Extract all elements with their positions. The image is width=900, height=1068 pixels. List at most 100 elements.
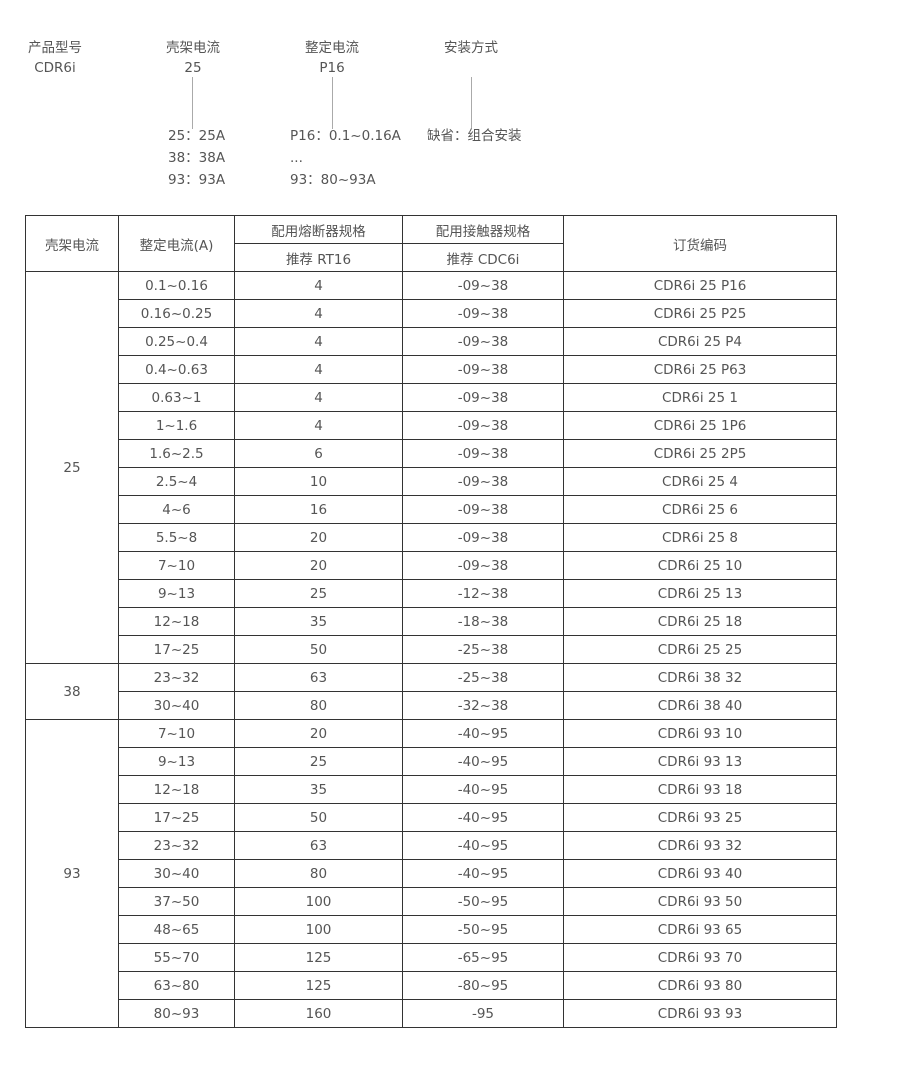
fuse-rating-cell: 20 (234, 719, 403, 748)
order-code-cell: CDR6i 93 65 (563, 915, 837, 944)
table-row: 9~13 25 -12~38 CDR6i 25 13 (26, 579, 837, 608)
setting-range-cell: 7~10 (118, 719, 235, 748)
order-code-cell: CDR6i 25 1P6 (563, 411, 837, 440)
order-code-cell: CDR6i 93 32 (563, 831, 837, 860)
fuse-rating-cell: 4 (234, 383, 403, 412)
setting-range-cell: 1~1.6 (118, 411, 235, 440)
contactor-range-cell: -32~38 (402, 691, 564, 720)
contactor-range-cell: -09~38 (402, 355, 564, 384)
table-row: 1~1.6 4 -09~38 CDR6i 25 1P6 (26, 411, 837, 440)
setting-range-cell: 12~18 (118, 775, 235, 804)
fuse-rating-cell: 80 (234, 691, 403, 720)
legend-label-setting: 整定电流 (305, 40, 359, 56)
setting-range-cell: 23~32 (118, 663, 235, 692)
fuse-rating-cell: 25 (234, 579, 403, 608)
legend-value-setting: P16 (319, 60, 345, 76)
table-row: 0.63~1 4 -09~38 CDR6i 25 1 (26, 383, 837, 412)
contactor-range-cell: -09~38 (402, 411, 564, 440)
table-row: 12~18 35 -18~38 CDR6i 25 18 (26, 607, 837, 636)
contactor-range-cell: -80~95 (402, 971, 564, 1000)
legend-label-frame: 壳架电流 (166, 40, 220, 56)
frame-current-cell: 25 (25, 271, 119, 664)
fuse-rating-cell: 50 (234, 635, 403, 664)
table-row: 1.6~2.5 6 -09~38 CDR6i 25 2P5 (26, 439, 837, 468)
table-row: 0.25~0.4 4 -09~38 CDR6i 25 P4 (26, 327, 837, 356)
table-row: 93 7~10 20 -40~95 CDR6i 93 10 (25, 719, 837, 1028)
contactor-range-cell: -40~95 (402, 719, 564, 748)
setting-range-cell: 9~13 (118, 747, 235, 776)
table-row: 38 23~32 63 -25~38 CDR6i 38 32 (25, 663, 837, 720)
setting-range-cell: 7~10 (118, 551, 235, 580)
table-row: 7~10 20 -09~38 CDR6i 25 10 (26, 551, 837, 580)
table-row: 0.4~0.63 4 -09~38 CDR6i 25 P63 (26, 355, 837, 384)
setting-range-cell: 5.5~8 (118, 523, 235, 552)
contactor-range-cell: -12~38 (402, 579, 564, 608)
order-code-cell: CDR6i 25 P16 (563, 271, 837, 300)
order-code-cell: CDR6i 25 25 (563, 635, 837, 664)
fuse-rating-cell: 25 (234, 747, 403, 776)
setting-range-cell: 9~13 (118, 579, 235, 608)
fuse-rating-cell: 50 (234, 803, 403, 832)
contactor-range-cell: -09~38 (402, 383, 564, 412)
order-code-cell: CDR6i 25 6 (563, 495, 837, 524)
order-code-cell: CDR6i 25 P25 (563, 299, 837, 328)
setting-range-cell: 1.6~2.5 (118, 439, 235, 468)
setting-range-cell: 17~25 (118, 635, 235, 664)
fuse-rating-cell: 80 (234, 859, 403, 888)
setting-range-cell: 0.63~1 (118, 383, 235, 412)
contactor-range-cell: -50~95 (402, 915, 564, 944)
table-row: 30~40 80 -32~38 CDR6i 38 40 (26, 691, 837, 720)
order-code-cell: CDR6i 25 P63 (563, 355, 837, 384)
install-option: 缺省：组合安装 (427, 128, 522, 144)
order-code-cell: CDR6i 25 1 (563, 383, 837, 412)
frame-current-cell: 93 (25, 719, 119, 1028)
order-code-cell: CDR6i 93 93 (563, 999, 837, 1028)
order-code-cell: CDR6i 25 10 (563, 551, 837, 580)
header-contactor: 配用接触器规格 (402, 215, 564, 244)
header-fuse-sub: 推荐 RT16 (234, 243, 403, 272)
fuse-rating-cell: 35 (234, 775, 403, 804)
order-code-cell: CDR6i 25 13 (563, 579, 837, 608)
frame-current-cell: 38 (25, 663, 119, 720)
frame-option: 25：25A (168, 128, 226, 144)
selection-table: 壳架电流 整定电流(A) 配用熔断器规格 配用接触器规格 订货编码 推荐 RT1… (25, 215, 837, 1028)
header-setting: 整定电流(A) (118, 215, 235, 272)
order-code-cell: CDR6i 25 4 (563, 467, 837, 496)
order-code-cell: CDR6i 25 2P5 (563, 439, 837, 468)
fuse-rating-cell: 125 (234, 943, 403, 972)
legend-value-model: CDR6i (34, 60, 76, 76)
order-code-cell: CDR6i 25 8 (563, 523, 837, 552)
connector-line (332, 77, 333, 129)
setting-range-cell: 0.16~0.25 (118, 299, 235, 328)
header-fuse: 配用熔断器规格 (234, 215, 403, 244)
order-code-cell: CDR6i 93 40 (563, 859, 837, 888)
table-row: 17~25 50 -25~38 CDR6i 25 25 (26, 635, 837, 664)
contactor-range-cell: -95 (402, 999, 564, 1028)
fuse-rating-cell: 20 (234, 523, 403, 552)
contactor-range-cell: -40~95 (402, 831, 564, 860)
setting-option: 93：80~93A (290, 172, 376, 188)
contactor-range-cell: -09~38 (402, 551, 564, 580)
contactor-range-cell: -40~95 (402, 775, 564, 804)
legend-value-frame: 25 (184, 60, 202, 76)
order-code-cell: CDR6i 93 10 (563, 719, 837, 748)
setting-range-cell: 17~25 (118, 803, 235, 832)
setting-range-cell: 4~6 (118, 495, 235, 524)
contactor-range-cell: -25~38 (402, 663, 564, 692)
table-row: 63~80 125 -80~95 CDR6i 93 80 (26, 971, 837, 1000)
order-code-cell: CDR6i 93 80 (563, 971, 837, 1000)
table-row: 12~18 35 -40~95 CDR6i 93 18 (26, 775, 837, 804)
order-code-cell: CDR6i 93 50 (563, 887, 837, 916)
setting-range-cell: 0.4~0.63 (118, 355, 235, 384)
table-row: 2.5~4 10 -09~38 CDR6i 25 4 (26, 467, 837, 496)
header-code: 订货编码 (563, 215, 837, 272)
setting-range-cell: 0.1~0.16 (118, 271, 235, 300)
fuse-rating-cell: 4 (234, 271, 403, 300)
legend-label-install: 安装方式 (444, 40, 498, 56)
header-frame: 壳架电流 (25, 215, 119, 272)
frame-option: 93：93A (168, 172, 226, 188)
contactor-range-cell: -18~38 (402, 607, 564, 636)
table-row: 30~40 80 -40~95 CDR6i 93 40 (26, 859, 837, 888)
fuse-rating-cell: 4 (234, 355, 403, 384)
contactor-range-cell: -50~95 (402, 887, 564, 916)
